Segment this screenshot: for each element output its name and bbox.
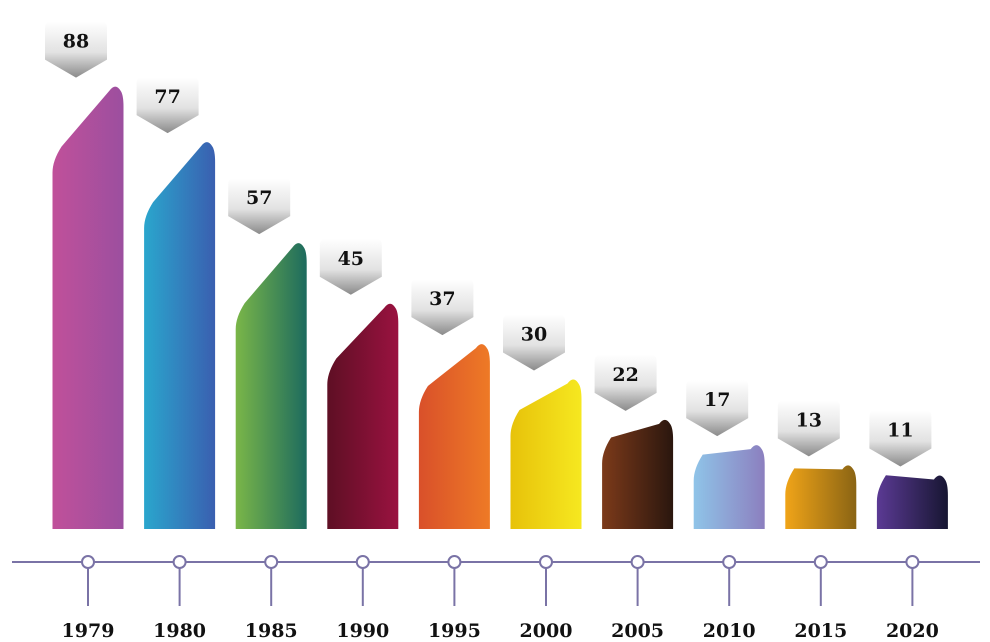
value-badge-1995 [411,279,474,336]
year-label-2020: 2020 [886,620,939,642]
bar-2015 [785,465,857,529]
value-label-2020: 11 [887,419,913,441]
timeline-marker-2000 [539,555,553,569]
value-label-2010: 17 [704,389,730,411]
value-badge-1979 [45,21,107,78]
value-label-2005: 22 [612,364,638,386]
timeline-marker-2010 [722,555,737,569]
year-label-2000: 2000 [520,620,573,642]
year-label-1995: 1995 [428,620,481,642]
value-badge-2010 [686,380,749,437]
timeline-axis: 1979 1980 1985 1990 1995 2000 2005 2010 2015 2020 [12,555,980,642]
timeline-marker-2005 [630,555,645,569]
value-label-1980: 77 [154,86,180,108]
value-badge-1990 [319,238,382,295]
value-badge-2000 [503,314,565,371]
timeline-marker-1979 [81,555,95,569]
bar-1979 [52,86,124,529]
value-badge-1980 [136,77,199,134]
value-label-2000: 30 [521,324,547,346]
value-badge-2015 [777,400,840,457]
bar-2000 [510,379,582,529]
year-label-1985: 1985 [245,620,298,642]
timeline-marker-1990 [355,555,370,569]
bar-2020 [876,475,948,529]
bar-2010 [693,445,765,529]
value-badge-2005 [594,354,657,411]
year-label-1980: 1980 [153,620,206,642]
value-badge-1985 [228,178,291,235]
timeline-marker-2020 [905,555,920,569]
timeline-marker-1995 [447,555,462,569]
value-label-1985: 57 [246,187,272,209]
bar-2005 [602,419,674,529]
value-label-1990: 45 [338,248,364,270]
year-label-2015: 2015 [794,620,847,642]
value-badge-2020 [869,410,932,467]
bar-1985 [235,243,307,529]
bar-1995 [418,344,490,529]
timeline-marker-2015 [813,555,828,569]
year-label-1979: 1979 [62,620,115,642]
value-label-1979: 88 [63,31,89,53]
year-label-2010: 2010 [703,620,756,642]
bars-layer [52,86,948,529]
bar-1990 [327,303,399,529]
bar-1980 [144,142,216,529]
value-label-1995: 37 [429,288,455,310]
year-label-1990: 1990 [336,620,389,642]
value-labels-layer: 88 77 57 45 37 30 22 17 13 11 [45,21,932,467]
year-label-2005: 2005 [611,620,664,642]
timeline-marker-1980 [172,555,187,569]
value-label-2015: 13 [796,409,822,431]
timeline-marker-1985 [264,555,279,569]
